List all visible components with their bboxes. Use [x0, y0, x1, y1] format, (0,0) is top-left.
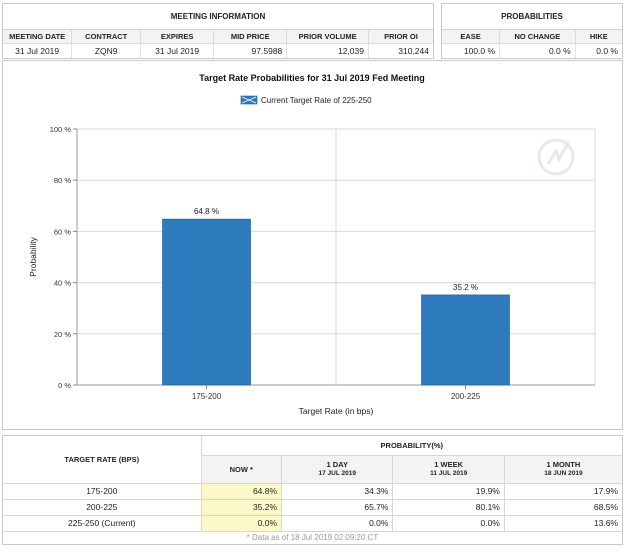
header-expires: EXPIRES	[140, 29, 215, 44]
table-row: 225-250 (Current) 0.0% 0.0% 0.0% 13.6%	[3, 515, 622, 532]
now-cell: 64.8%	[201, 483, 283, 500]
week-cell: 80.1%	[392, 499, 505, 516]
probabilities-panel: PROBABILITIES EASE NO CHANGE HIKE 100.0 …	[441, 3, 623, 59]
table-row: 175-200 64.8% 34.3% 19.9% 17.9%	[3, 483, 622, 500]
y-tick-label: 0 %	[58, 381, 71, 390]
month-cell: 68.5%	[504, 499, 622, 516]
header-contract: CONTRACT	[71, 29, 142, 44]
value-mid-price: 97.5988	[213, 43, 288, 58]
target-rate-chart: Target Rate Probabilities for 31 Jul 201…	[28, 73, 596, 416]
week-cell: 0.0%	[392, 515, 505, 532]
bar-data-label: 35.2 %	[453, 283, 478, 292]
header-ease: EASE	[442, 29, 501, 44]
legend-swatch-pattern	[241, 96, 257, 104]
meeting-information-panel: MEETING INFORMATION MEETING DATE CONTRAC…	[2, 3, 434, 59]
header-meeting-date: MEETING DATE	[3, 29, 73, 44]
legend-label: Current Target Rate of 225-250	[261, 96, 372, 105]
value-hike: 0.0 %	[596, 45, 618, 56]
y-axis-ticks: 0 % 20 % 40 % 60 % 80 % 100 %	[50, 125, 77, 390]
header-mid-price: MID PRICE	[213, 29, 288, 44]
now-cell: 0.0%	[201, 515, 283, 532]
value-no-change: 0.0 %	[499, 43, 576, 58]
value-expires: 31 Jul 2019	[140, 43, 215, 58]
x-tick-label: 175-200	[192, 392, 222, 401]
value-prior-volume: 12,039	[286, 43, 369, 58]
y-tick-label: 60 %	[54, 227, 71, 236]
bar-data-label: 64.8 %	[194, 207, 219, 216]
meeting-information-table: MEETING INFORMATION MEETING DATE CONTRAC…	[3, 4, 433, 58]
day-cell: 65.7%	[281, 499, 394, 516]
now-cell: 35.2%	[201, 499, 283, 516]
y-axis-label: Probability	[28, 236, 38, 276]
chart-panel: Target Rate Probabilities for 31 Jul 201…	[2, 60, 623, 430]
value-prior-oi: 310,244	[398, 45, 429, 56]
month-cell: 17.9%	[504, 483, 622, 500]
value-meeting-date: 31 Jul 2019	[3, 43, 73, 58]
y-tick-label: 100 %	[50, 125, 72, 134]
header-prior-volume: PRIOR VOLUME	[286, 29, 369, 44]
header-1-month: 1 MONTH 18 JUN 2019	[504, 455, 622, 484]
value-ease: 100.0 %	[442, 43, 501, 58]
probabilities-title: PROBABILITIES	[442, 4, 622, 30]
y-tick-label: 40 %	[54, 279, 71, 288]
header-target-rate: TARGET RATE (BPS)	[3, 436, 202, 484]
y-tick-label: 20 %	[54, 330, 71, 339]
header-hike: HIKE	[575, 29, 622, 44]
x-axis-label: Target Rate (in bps)	[299, 406, 374, 416]
header-probability: PROBABILITY(%)	[201, 436, 622, 456]
data-timestamp-footnote: * Data as of 18 Jul 2019 02:09:20 CT	[246, 533, 379, 543]
day-cell: 0.0%	[281, 515, 394, 532]
rate-cell: 175-200	[3, 483, 202, 500]
x-tick-label: 200-225	[451, 392, 481, 401]
bar-200-225	[421, 294, 510, 386]
bar-175-200	[162, 218, 251, 386]
chart-title: Target Rate Probabilities for 31 Jul 201…	[199, 73, 424, 83]
x-axis-ticks: 175-200 200-225	[192, 385, 481, 401]
month-cell: 13.6%	[504, 515, 622, 532]
value-contract: ZQN9	[71, 43, 142, 58]
header-no-change: NO CHANGE	[499, 29, 576, 44]
probabilities-table: PROBABILITIES EASE NO CHANGE HIKE 100.0 …	[442, 4, 622, 58]
header-prior-oi: PRIOR OI	[368, 29, 433, 44]
meeting-information-title: MEETING INFORMATION	[3, 4, 433, 30]
probability-history-panel: TARGET RATE (BPS) PROBABILITY(%) NOW * 1…	[2, 435, 623, 545]
cme-watermark-logo	[537, 138, 575, 176]
header-1-week: 1 WEEK 11 JUL 2019	[392, 455, 505, 484]
chart-bars: 64.8 % 35.2 %	[162, 207, 510, 386]
table-row: 200-225 35.2% 65.7% 80.1% 68.5%	[3, 499, 622, 516]
chart-legend[interactable]: Current Target Rate of 225-250	[240, 95, 372, 105]
chart-grid	[76, 128, 596, 386]
header-now: NOW *	[201, 455, 283, 484]
rate-cell: 225-250 (Current)	[3, 515, 202, 532]
day-cell: 34.3%	[281, 483, 394, 500]
probability-history-table: TARGET RATE (BPS) PROBABILITY(%) NOW * 1…	[3, 436, 622, 544]
y-tick-label: 80 %	[54, 176, 71, 185]
rate-cell: 200-225	[3, 499, 202, 516]
week-cell: 19.9%	[392, 483, 505, 500]
header-1-day: 1 DAY 17 JUL 2019	[281, 455, 394, 484]
